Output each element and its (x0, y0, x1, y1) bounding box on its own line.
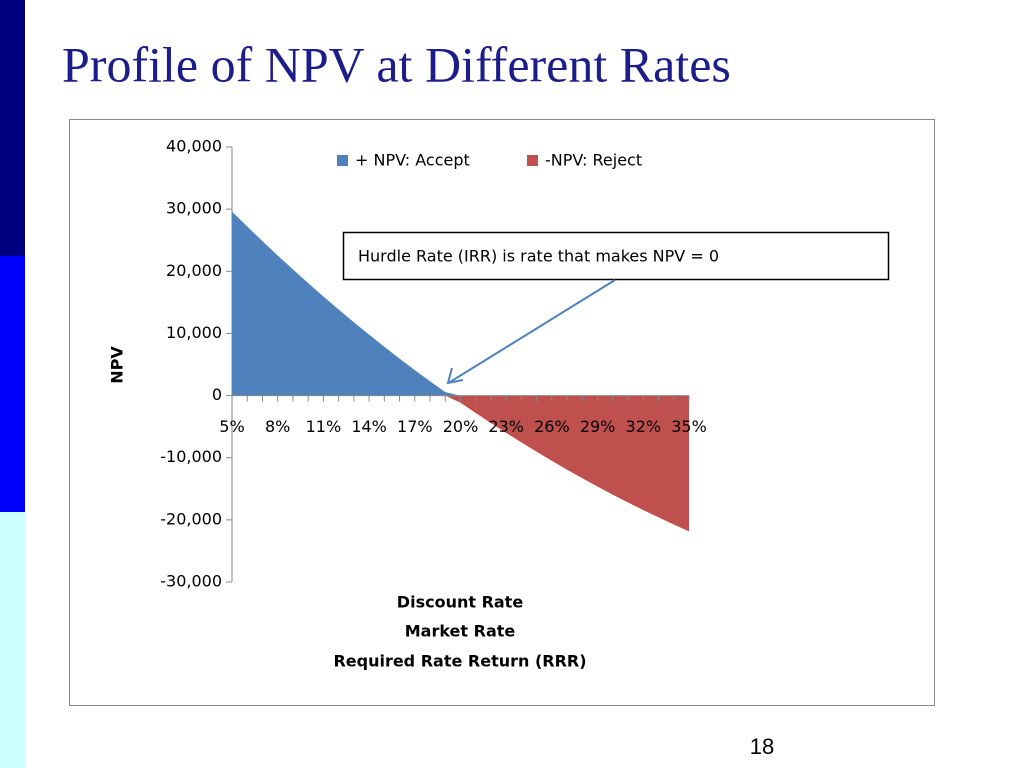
chart: -30,000 -20,000 -10,000 0 10,000 20,000 30,000… (160, 137, 707, 591)
annotation-box (342, 231, 890, 281)
y-tick-label: 20,000 (166, 261, 222, 280)
legend-label: -NPV: Reject (545, 151, 642, 170)
x-tick-label: 17% (397, 417, 433, 436)
slide-title: Profile of NPV at Different Rates (62, 36, 731, 92)
y-axis-label: NPV (108, 346, 127, 384)
page-number: 18 (750, 734, 774, 759)
x-tick-label: 5% (219, 417, 244, 436)
legend-label: + NPV: Accept (355, 151, 470, 170)
y-tick-label: -20,000 (160, 509, 222, 528)
legend-swatch (337, 155, 348, 166)
x-tick-label: 23% (488, 417, 524, 436)
area (232, 211, 689, 396)
x-axis-label: Market Rate (405, 622, 516, 641)
x-tick-label: 11% (306, 417, 342, 436)
x-tick-label: 8% (265, 417, 290, 436)
x-axis-label: Required Rate Return (RRR) (333, 652, 586, 671)
side-bar (0, 512, 25, 768)
legend-swatch (527, 155, 538, 166)
x-tick-label: 29% (580, 417, 616, 436)
x-tick-label: 20% (443, 417, 479, 436)
y-tick-label: 30,000 (166, 199, 222, 218)
y-tick-label: 0 (212, 385, 222, 404)
x-tick-label: 14% (351, 417, 387, 436)
y-tick-label: 10,000 (166, 323, 222, 342)
y-tick-label: -30,000 (160, 572, 222, 591)
side-bar (0, 0, 25, 256)
x-axis-label: Discount Rate (397, 593, 524, 612)
arrow (449, 279, 616, 383)
arrow-head (446, 367, 464, 385)
annotation: Hurdle Rate (IRR) is rate that makes NPV… (358, 247, 719, 266)
side-bar (0, 256, 25, 512)
y-tick-label: -10,000 (160, 447, 222, 466)
area (232, 395, 689, 532)
x-tick-label: 26% (534, 417, 570, 436)
y-tick-label: 40,000 (166, 137, 222, 156)
x-tick-label: 35% (671, 417, 707, 436)
x-tick-label: 32% (626, 417, 662, 436)
